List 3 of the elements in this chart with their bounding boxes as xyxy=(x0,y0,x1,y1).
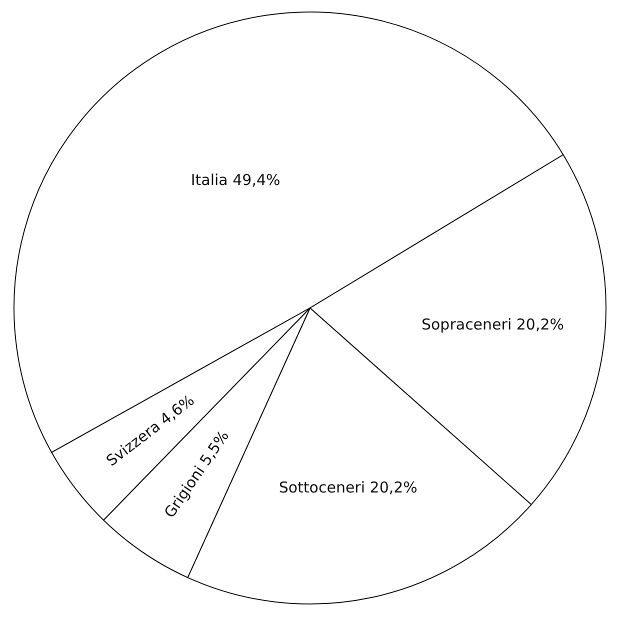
slice-label: Italia 49,4% xyxy=(190,171,280,190)
slice-label: Sopraceneri 20,2% xyxy=(421,316,564,334)
slice-label: Sottoceneri 20,2% xyxy=(278,478,418,497)
